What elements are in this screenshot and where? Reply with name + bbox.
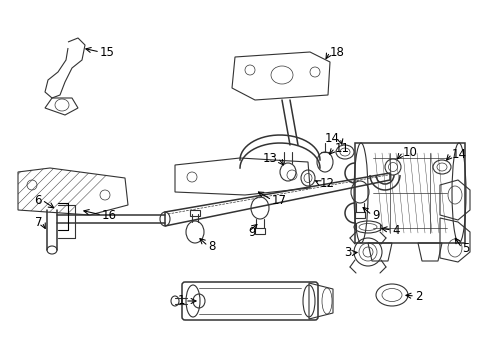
Text: 3: 3: [344, 247, 352, 260]
Text: 13: 13: [263, 152, 278, 165]
Bar: [355, 212, 365, 218]
Text: 18: 18: [330, 45, 345, 59]
Text: 2: 2: [415, 289, 422, 302]
Text: 14: 14: [325, 131, 340, 144]
Text: 12: 12: [320, 176, 335, 189]
Text: 14: 14: [452, 148, 467, 161]
Text: 5: 5: [462, 242, 469, 255]
Text: 6: 6: [34, 194, 42, 207]
Text: 9: 9: [248, 225, 255, 239]
Text: 4: 4: [392, 224, 399, 237]
Text: 11: 11: [335, 141, 350, 154]
Bar: [255, 228, 265, 234]
Text: 8: 8: [208, 239, 216, 252]
Text: 10: 10: [403, 145, 418, 158]
Text: 16: 16: [102, 208, 117, 221]
Bar: [190, 210, 200, 216]
Text: 15: 15: [100, 45, 115, 59]
Text: 7: 7: [34, 216, 42, 229]
Text: 1: 1: [177, 294, 185, 307]
Text: 9: 9: [372, 208, 379, 221]
Bar: [355, 143, 465, 243]
Text: 17: 17: [272, 194, 287, 207]
